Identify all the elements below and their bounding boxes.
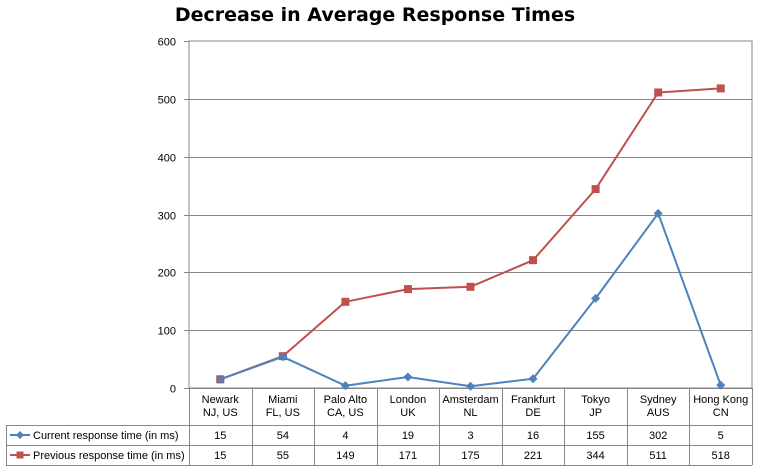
category-label: Hong Kong CN — [693, 394, 748, 419]
series-lines — [215, 84, 726, 391]
table-cell-value: 221 — [524, 450, 542, 462]
data-point — [278, 352, 288, 362]
data-point — [466, 381, 475, 391]
y-tick-label: 200 — [158, 268, 176, 280]
category-label: Miami FL, US — [266, 394, 300, 419]
gridlines — [188, 40, 753, 389]
data-point — [341, 297, 350, 306]
data-point — [591, 293, 601, 303]
category-label: Frankfurt DE — [511, 394, 555, 419]
data-point — [591, 185, 600, 194]
table-cell-value: 155 — [586, 430, 604, 442]
data-point — [529, 256, 538, 265]
chart-title: Decrease in Average Response Times — [175, 4, 575, 26]
table-cell-value: 4 — [342, 430, 348, 442]
table-cell-value: 344 — [586, 450, 604, 462]
legend-label: Current response time (in ms) — [33, 430, 179, 442]
table-cell-value: 149 — [336, 450, 354, 462]
table-cell-value: 16 — [527, 430, 539, 442]
data-point — [653, 208, 663, 218]
series-square — [216, 84, 725, 384]
legend-key-previous — [10, 451, 30, 459]
series-line — [219, 212, 722, 388]
table-cell-value: 302 — [649, 430, 667, 442]
table-cell-value: 175 — [461, 450, 479, 462]
data-point — [654, 88, 663, 97]
category-label: London UK — [390, 394, 427, 419]
table-cell-value: 15 — [214, 430, 226, 442]
table-cell-value: 55 — [277, 450, 289, 462]
y-tick-label: 100 — [158, 326, 176, 338]
table-cell-value: 5 — [718, 430, 724, 442]
series-line — [219, 87, 721, 381]
category-label: Palo Alto CA, US — [324, 394, 367, 419]
data-table: Newark NJ, US Miami FL, US Palo Alto CA, US Lo… — [6, 388, 753, 466]
table-cell-value: 54 — [277, 430, 289, 442]
category-label: Tokyo JP — [581, 394, 610, 419]
data-point — [716, 380, 726, 390]
table-cell-value: 19 — [402, 430, 414, 442]
legend-key-current — [10, 431, 30, 439]
plot-area-border — [188, 40, 753, 389]
y-tick-label: 0 — [170, 384, 176, 396]
data-point — [403, 285, 412, 294]
y-tick-label: 600 — [158, 37, 176, 49]
y-tick-label: 500 — [158, 95, 176, 107]
data-point — [403, 372, 413, 382]
category-label: Newark NJ, US — [202, 394, 240, 419]
table-cell-value: 171 — [399, 450, 417, 462]
data-point — [340, 381, 350, 391]
data-point — [716, 84, 725, 93]
data-point — [528, 374, 538, 384]
y-tick-label: 400 — [158, 153, 176, 165]
legend-label: Previous response time (in ms) — [33, 450, 185, 462]
series-diamond — [215, 208, 726, 391]
table-cell-value: 3 — [467, 430, 473, 442]
y-tick-label: 300 — [158, 211, 176, 223]
data-point — [215, 374, 225, 384]
data-point — [466, 282, 475, 291]
table-cell-value: 518 — [712, 450, 730, 462]
table-cell-value: 511 — [649, 450, 667, 462]
table-cell-value: 15 — [214, 450, 226, 462]
axes: 0 100 200 300 400 500 600 — [158, 37, 189, 396]
category-label: Sydney AUS — [640, 394, 677, 419]
category-label: Amsterdam NL — [442, 394, 498, 419]
